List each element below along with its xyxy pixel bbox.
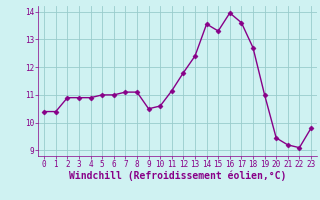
- X-axis label: Windchill (Refroidissement éolien,°C): Windchill (Refroidissement éolien,°C): [69, 171, 286, 181]
